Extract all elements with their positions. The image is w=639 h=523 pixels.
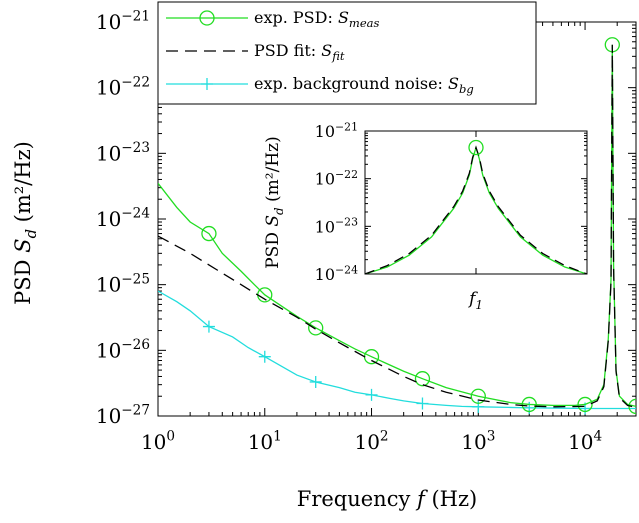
legend-label-psd: exp. PSD: Smeas: [254, 8, 380, 30]
data-marker-background: [309, 375, 322, 388]
data-marker-psd: [521, 396, 537, 413]
x-tick-label: 103: [461, 429, 495, 454]
legend-label-fit: PSD fit: Sfit: [254, 41, 345, 63]
inset-plot: 10−24 10−23 10−22 10−21 f1​ PSD Sd​ (m²/Hz): [263, 120, 588, 312]
y-tick-label: 10−27: [96, 403, 150, 428]
legend-marker-psd: [199, 10, 215, 26]
x-tick-label: 104: [568, 429, 602, 454]
inset-y-axis-title: PSD Sd​ (m²/Hz): [263, 136, 286, 269]
data-marker-background: [258, 350, 271, 363]
y-tick-label: 10−25: [96, 271, 150, 296]
data-marker-background: [365, 388, 378, 401]
y-axis-title: PSD Sd​ (m²/Hz): [11, 141, 40, 305]
inset-x-axis-title: f1​: [467, 289, 483, 312]
data-marker-psd: [470, 388, 486, 404]
y-tick-label: 10−24: [96, 206, 150, 231]
data-marker-psd: [577, 396, 593, 413]
x-axis-title: Frequency f (Hz): [297, 487, 478, 511]
series-line-background: [158, 290, 636, 410]
inset-y-tick-label: 10−23: [315, 216, 358, 237]
inset-series-line-fit: [365, 145, 587, 274]
y-tick-label: 10−21: [96, 9, 150, 34]
data-marker-background: [416, 397, 429, 410]
data-marker-psd: [414, 371, 431, 387]
legend-marker-background: [201, 78, 213, 90]
x-tick-label: 100: [141, 429, 175, 454]
data-marker-background: [202, 320, 215, 333]
x-tick-label: 102: [354, 429, 388, 454]
inset-y-tick-label: 10−22: [315, 168, 358, 189]
legend: exp. PSD: Smeas PSD fit: Sfit exp. backgro…: [157, 1, 537, 105]
legend-label-background: exp. background noise: Sbg: [254, 74, 474, 96]
legend-box: [157, 1, 537, 105]
inset-frame: [364, 130, 588, 275]
inset-series-group: [365, 145, 587, 274]
x-tick-label: 101: [248, 429, 282, 454]
inset-data-marker-psd: [468, 139, 484, 156]
data-marker-psd: [308, 320, 324, 336]
inset-ticks: [365, 130, 587, 275]
y-tick-label: 10−26: [96, 337, 150, 362]
y-tick-label: 10−22: [96, 74, 150, 99]
axis-ticks: [157, 21, 637, 417]
data-marker-psd: [201, 225, 217, 242]
series-line-fit: [158, 44, 636, 409]
series-group: [158, 37, 636, 415]
inset-y-tick-label: 10−24: [315, 263, 358, 284]
inset-y-tick-label: 10−21: [315, 120, 358, 141]
y-tick-label: 10−23: [96, 140, 150, 165]
